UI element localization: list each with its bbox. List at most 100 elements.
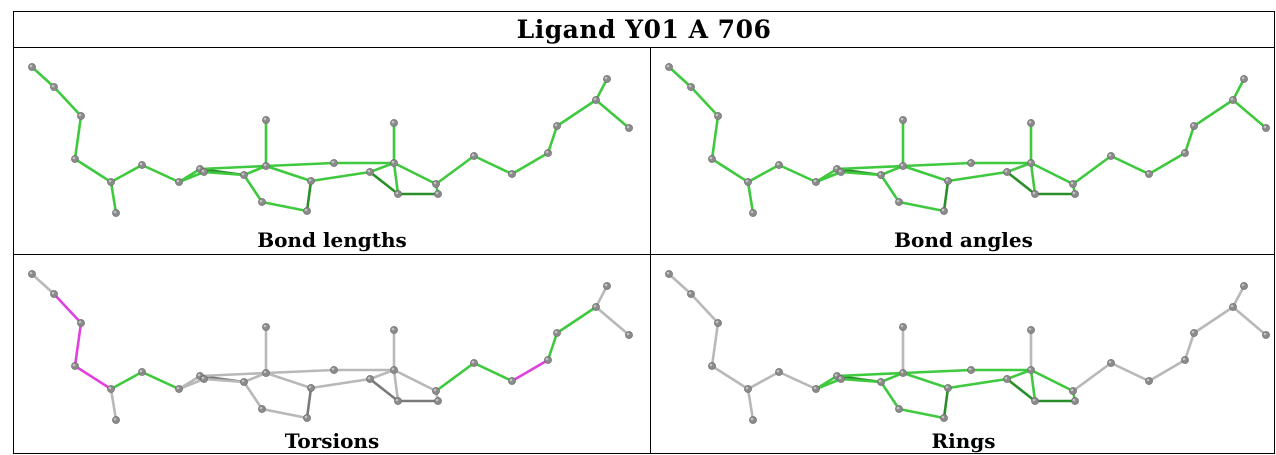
- bond-group: [667, 272, 1268, 422]
- atom-highlight: [941, 415, 945, 419]
- atom-highlight: [1241, 283, 1245, 287]
- molecule-bond-lengths: [28, 63, 633, 217]
- atom-highlight: [1072, 191, 1076, 195]
- atom-highlight: [1028, 327, 1032, 331]
- atom-highlight: [1146, 171, 1150, 175]
- atom: [470, 152, 478, 160]
- atom-group: [28, 270, 633, 424]
- bond: [177, 377, 206, 391]
- atom-highlight: [834, 166, 838, 170]
- atom: [1031, 397, 1039, 405]
- atom-group: [28, 63, 633, 217]
- bond: [202, 377, 246, 384]
- atom-highlight: [745, 386, 749, 390]
- bond: [746, 163, 781, 184]
- bond: [942, 386, 950, 420]
- bond: [710, 157, 750, 184]
- bond: [1231, 77, 1246, 102]
- bond: [901, 161, 973, 168]
- bond: [1183, 124, 1196, 155]
- atom-highlight: [838, 376, 842, 380]
- atom: [258, 405, 266, 413]
- atom: [50, 290, 58, 298]
- atom: [508, 170, 516, 178]
- atom-highlight: [259, 406, 263, 410]
- atom-highlight: [78, 113, 82, 117]
- bond: [52, 85, 83, 118]
- bond: [198, 371, 268, 378]
- atom: [1181, 356, 1189, 364]
- atom-highlight: [509, 378, 513, 382]
- atom-highlight: [941, 208, 945, 212]
- atom: [303, 414, 311, 422]
- atom: [708, 362, 716, 370]
- atom: [307, 177, 315, 185]
- atom-highlight: [176, 179, 180, 183]
- bond: [472, 361, 514, 383]
- atom-highlight: [1263, 332, 1267, 336]
- bond: [198, 164, 268, 171]
- bond: [368, 161, 396, 174]
- atom: [812, 385, 820, 393]
- atom: [330, 366, 338, 374]
- bond-group: [667, 65, 1268, 215]
- atom: [544, 149, 552, 157]
- atom: [592, 303, 600, 311]
- atom: [307, 384, 315, 392]
- atom-highlight: [1028, 367, 1032, 371]
- atom-highlight: [900, 117, 904, 121]
- atom-highlight: [945, 385, 949, 389]
- atom: [1071, 190, 1079, 198]
- atom: [432, 387, 440, 395]
- atom-highlight: [391, 120, 395, 124]
- bond: [109, 370, 144, 391]
- atom-highlight: [900, 370, 904, 374]
- atom: [749, 209, 757, 217]
- bond: [1005, 377, 1037, 403]
- atom: [665, 63, 673, 71]
- atom: [138, 368, 146, 376]
- bond: [667, 65, 693, 89]
- bond: [901, 371, 950, 390]
- bond: [392, 368, 438, 393]
- bond: [1029, 161, 1075, 186]
- atom: [262, 323, 270, 331]
- atom-highlight: [1032, 398, 1036, 402]
- atom: [1262, 124, 1270, 132]
- atom-highlight: [51, 291, 55, 295]
- atom-highlight: [113, 210, 117, 214]
- atom: [390, 326, 398, 334]
- atom-highlight: [666, 271, 670, 275]
- atom: [366, 168, 374, 176]
- atom: [77, 319, 85, 327]
- bond: [879, 380, 901, 411]
- bond: [689, 85, 720, 118]
- atom: [1107, 359, 1115, 367]
- bond: [546, 331, 559, 362]
- atom: [1181, 149, 1189, 157]
- bond: [1029, 161, 1037, 196]
- atom-highlight: [878, 172, 882, 176]
- bond: [689, 292, 720, 325]
- atom-highlight: [308, 178, 312, 182]
- atom: [71, 155, 79, 163]
- bond: [835, 371, 905, 378]
- bond: [1231, 305, 1268, 337]
- panel-rings: Rings: [651, 255, 1276, 455]
- atom-highlight: [776, 369, 780, 373]
- atom: [714, 112, 722, 120]
- atom: [967, 366, 975, 374]
- bond: [140, 163, 181, 184]
- atom: [899, 369, 907, 377]
- atom-highlight: [29, 271, 33, 275]
- bond: [309, 170, 372, 183]
- atom-highlight: [1182, 357, 1186, 361]
- atom: [1069, 180, 1077, 188]
- atom-highlight: [1070, 181, 1074, 185]
- bond: [368, 170, 400, 196]
- atom-highlight: [139, 369, 143, 373]
- atom: [390, 366, 398, 374]
- bond: [901, 368, 973, 375]
- atom-highlight: [241, 379, 245, 383]
- atom-highlight: [750, 210, 754, 214]
